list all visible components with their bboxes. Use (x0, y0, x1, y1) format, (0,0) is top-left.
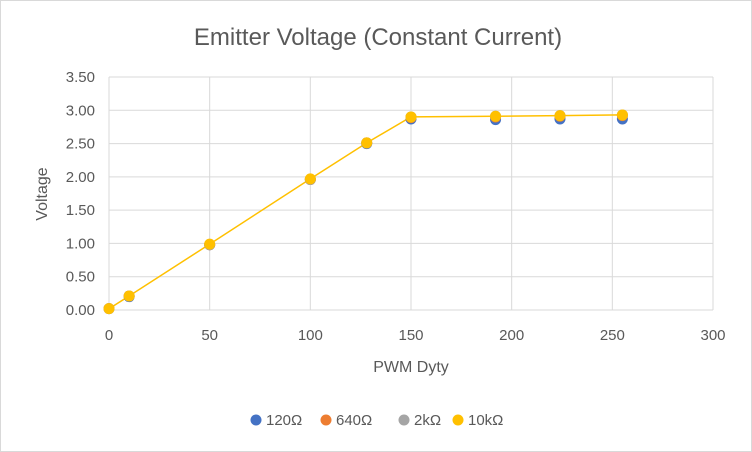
x-axis-ticks: 0 50 100 150 200 250 300 (105, 327, 726, 344)
x-tick-label: 200 (499, 327, 524, 344)
gridlines (108, 76, 714, 311)
x-tick-label: 250 (600, 327, 625, 344)
y-axis-ticks: 0.00 0.50 1.00 1.50 2.00 2.50 3.00 3.50 (66, 69, 95, 319)
data-point (616, 109, 628, 121)
y-tick-label: 3.50 (66, 69, 95, 86)
data-point (405, 111, 417, 123)
y-tick-label: 1.00 (66, 235, 95, 252)
legend-marker (452, 414, 464, 426)
y-tick-label: 0.50 (66, 269, 95, 286)
data-point (554, 110, 566, 122)
data-point (361, 137, 373, 149)
legend-marker (250, 414, 262, 426)
legend-label: 10kΩ (468, 412, 503, 429)
legend-item: 640Ω (320, 412, 372, 429)
legend-item: 10kΩ (452, 412, 503, 429)
y-axis-title: Voltage (34, 167, 51, 220)
data-point (204, 238, 216, 250)
x-tick-label: 150 (398, 327, 423, 344)
legend-label: 640Ω (336, 412, 372, 429)
x-tick-label: 50 (201, 327, 218, 344)
x-tick-label: 100 (298, 327, 323, 344)
chart-title: Emitter Voltage (Constant Current) (194, 24, 562, 51)
x-tick-label: 300 (700, 327, 725, 344)
legend-label: 120Ω (266, 412, 302, 429)
data-point (490, 110, 502, 122)
data-point (123, 290, 135, 302)
legend-marker (398, 414, 410, 426)
y-tick-label: 0.00 (66, 302, 95, 319)
legend-marker (320, 414, 332, 426)
legend-label: 2kΩ (414, 412, 441, 429)
x-axis-title: PWM Dyty (373, 359, 449, 376)
y-tick-label: 1.50 (66, 202, 95, 219)
y-tick-label: 2.50 (66, 136, 95, 153)
x-tick-label: 0 (105, 327, 113, 344)
y-tick-label: 2.00 (66, 169, 95, 186)
data-points (103, 109, 628, 315)
legend: 120Ω 640Ω 2kΩ 10kΩ (250, 412, 503, 429)
data-point (304, 173, 316, 185)
y-tick-label: 3.00 (66, 102, 95, 119)
legend-item: 120Ω (250, 412, 302, 429)
data-point (103, 303, 115, 315)
legend-item: 2kΩ (398, 412, 441, 429)
